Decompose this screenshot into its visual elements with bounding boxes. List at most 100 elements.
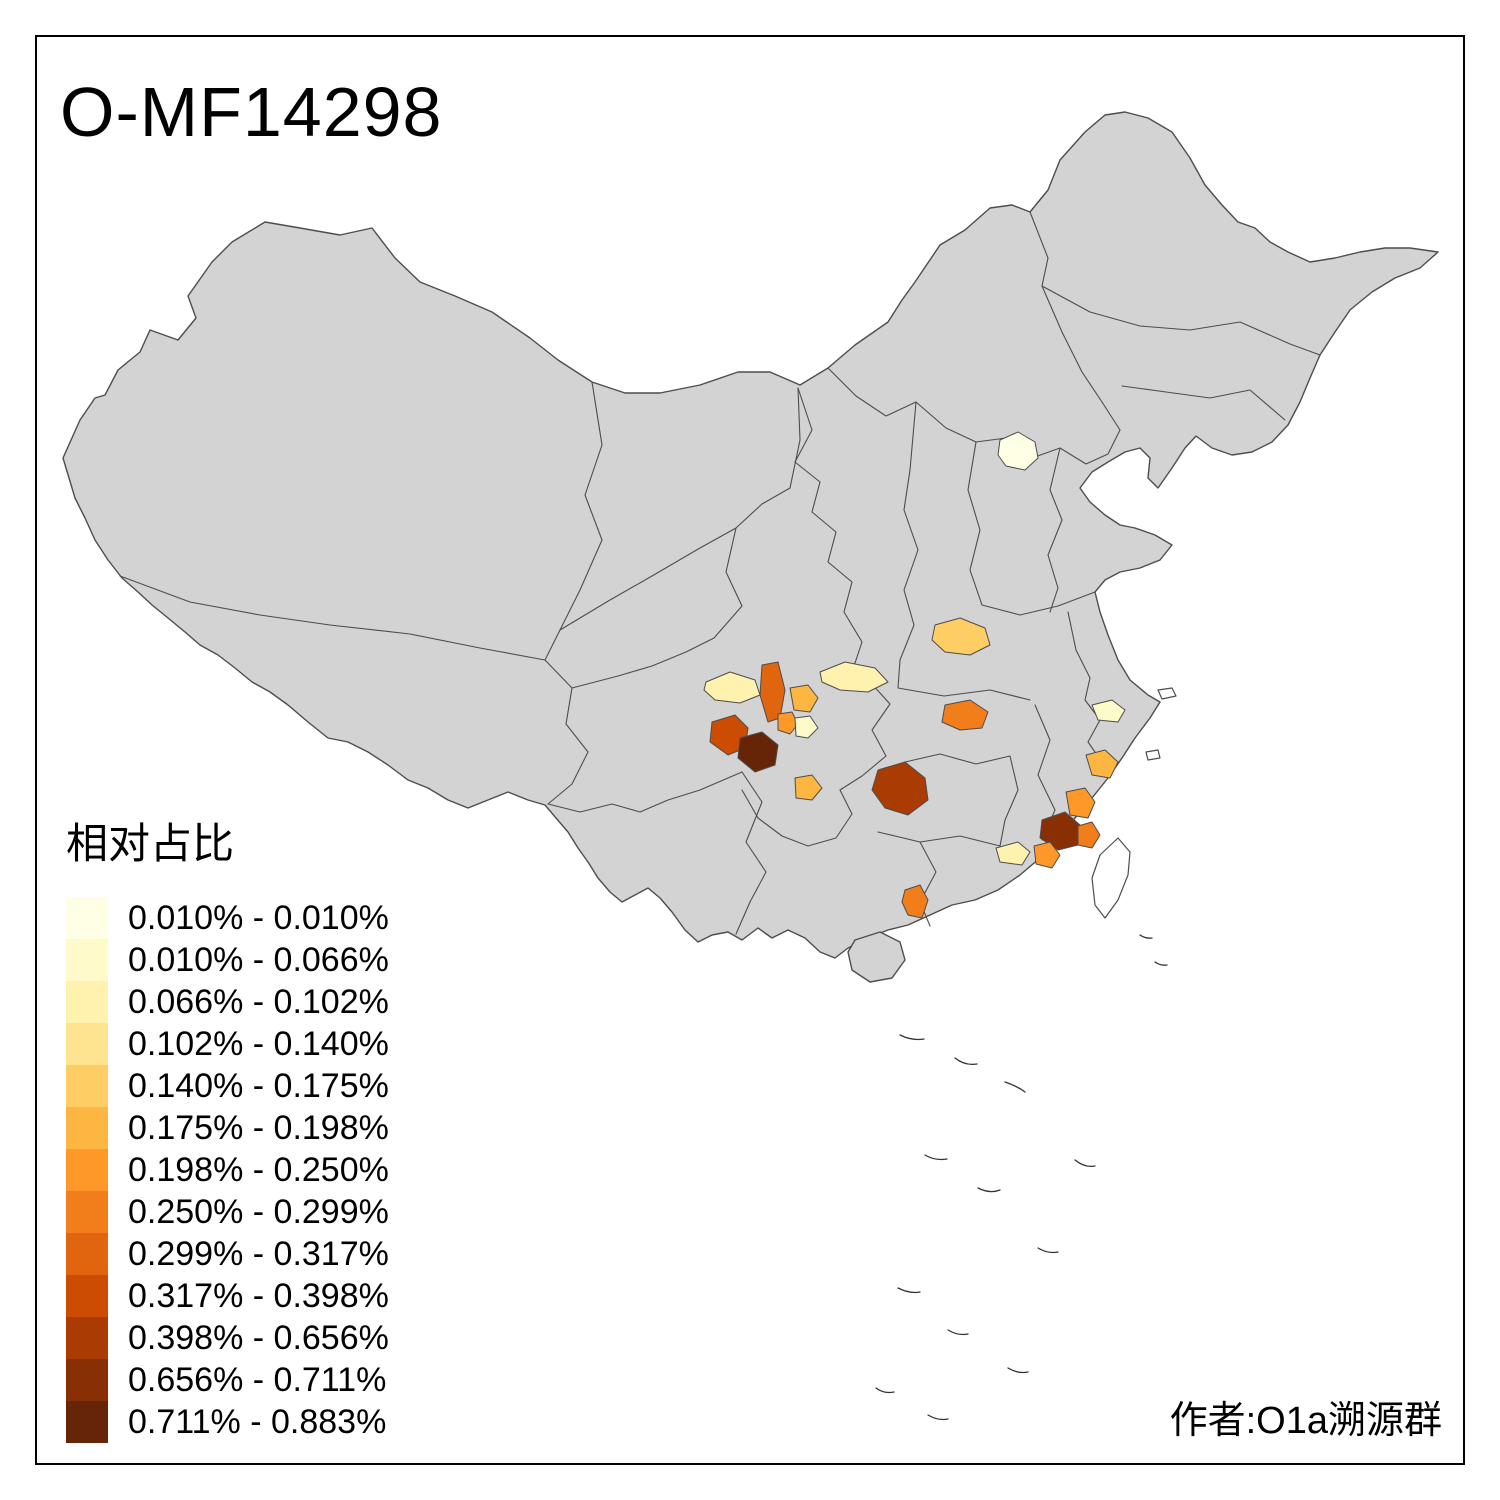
province-border bbox=[1029, 211, 1121, 431]
legend-label: 0.398% - 0.656% bbox=[128, 1318, 389, 1357]
legend-item: 0.010% - 0.010% bbox=[66, 897, 389, 939]
legend-swatch bbox=[66, 897, 108, 939]
island-outline bbox=[1004, 1081, 1026, 1093]
legend-item: 0.102% - 0.140% bbox=[66, 1023, 389, 1065]
legend-swatch bbox=[66, 1149, 108, 1191]
legend-label: 0.250% - 0.299% bbox=[128, 1192, 389, 1231]
map-region bbox=[995, 841, 1031, 866]
province-border bbox=[899, 401, 919, 661]
province-borders bbox=[119, 211, 1321, 935]
legend-label: 0.299% - 0.317% bbox=[128, 1234, 389, 1273]
island-outline bbox=[927, 1414, 949, 1421]
map-region bbox=[1091, 699, 1126, 723]
legend-swatch bbox=[66, 1401, 108, 1443]
choropleth-regions bbox=[703, 431, 1126, 919]
legend-swatch bbox=[66, 1023, 108, 1065]
province-border bbox=[1067, 611, 1103, 763]
legend: 相对占比 0.010% - 0.010% 0.010% - 0.066% 0.066… bbox=[66, 810, 389, 1443]
legend-item: 0.656% - 0.711% bbox=[66, 1359, 389, 1401]
map-region bbox=[941, 699, 989, 731]
legend-label: 0.656% - 0.711% bbox=[128, 1360, 387, 1399]
coastal-islet bbox=[1145, 749, 1161, 761]
island-outline bbox=[899, 1034, 925, 1041]
map-region bbox=[737, 731, 779, 773]
taiwan-island bbox=[1091, 837, 1131, 919]
map-region bbox=[931, 617, 991, 656]
legend-item: 0.398% - 0.656% bbox=[66, 1317, 389, 1359]
province-border bbox=[897, 659, 1031, 701]
legend-label: 0.066% - 0.102% bbox=[128, 982, 389, 1021]
island-outline bbox=[924, 1154, 948, 1161]
map-region bbox=[703, 671, 761, 704]
legend-swatch bbox=[66, 1065, 108, 1107]
province-border bbox=[544, 659, 589, 805]
legend-title: 相对占比 bbox=[66, 820, 235, 867]
map-region bbox=[1077, 821, 1101, 849]
island-outline bbox=[1154, 961, 1168, 966]
island-outline bbox=[875, 1387, 895, 1394]
legend-label: 0.102% - 0.140% bbox=[128, 1024, 389, 1063]
map-region bbox=[901, 884, 929, 919]
map-region bbox=[819, 661, 889, 693]
legend-label: 0.010% - 0.066% bbox=[128, 940, 389, 979]
legend-swatch bbox=[66, 939, 108, 981]
province-border bbox=[981, 591, 1096, 616]
map-region bbox=[871, 761, 929, 816]
legend-swatch bbox=[66, 1191, 108, 1233]
legend-label: 0.010% - 0.010% bbox=[128, 898, 389, 937]
map-region bbox=[997, 431, 1039, 471]
province-border bbox=[1041, 285, 1321, 356]
legend-item: 0.299% - 0.317% bbox=[66, 1233, 389, 1275]
map-region bbox=[1033, 841, 1061, 869]
province-border bbox=[839, 681, 891, 791]
legend-item: 0.250% - 0.299% bbox=[66, 1191, 389, 1233]
province-border bbox=[1121, 385, 1286, 421]
hainan-island bbox=[847, 931, 906, 983]
page-title: O-MF14298 bbox=[60, 73, 443, 151]
island-outline bbox=[1074, 1159, 1096, 1168]
south-china-sea-islands bbox=[875, 934, 1168, 1421]
province-border bbox=[999, 755, 1019, 847]
province-border bbox=[547, 771, 743, 813]
map-region bbox=[777, 711, 799, 735]
map-region bbox=[794, 774, 823, 801]
legend-label: 0.317% - 0.398% bbox=[128, 1276, 389, 1315]
map-region bbox=[1065, 787, 1096, 819]
legend-swatch bbox=[66, 1275, 108, 1317]
legend-label: 0.711% - 0.883% bbox=[128, 1402, 387, 1441]
province-border bbox=[794, 387, 871, 683]
legend-item: 0.711% - 0.883% bbox=[66, 1401, 389, 1443]
legend-items: 0.010% - 0.010% 0.010% - 0.066% 0.066% - 0… bbox=[66, 897, 389, 1443]
china-mainland bbox=[62, 111, 1439, 959]
coastal-islet bbox=[1157, 687, 1177, 700]
province-border bbox=[741, 789, 853, 847]
author-credit: 作者:O1a溯源群 bbox=[1169, 1400, 1442, 1442]
legend-label: 0.140% - 0.175% bbox=[128, 1066, 389, 1105]
province-border bbox=[735, 771, 767, 935]
island-outline bbox=[897, 1287, 921, 1294]
island-outline bbox=[954, 1057, 978, 1066]
legend-item: 0.198% - 0.250% bbox=[66, 1149, 389, 1191]
island-outline bbox=[947, 1329, 969, 1336]
province-border bbox=[827, 367, 1121, 465]
island-outline bbox=[1139, 934, 1153, 939]
province-border bbox=[571, 527, 743, 689]
legend-swatch bbox=[66, 1317, 108, 1359]
province-border bbox=[967, 441, 983, 606]
map-region bbox=[794, 715, 819, 739]
legend-item: 0.317% - 0.398% bbox=[66, 1275, 389, 1317]
province-border bbox=[877, 831, 1001, 847]
legend-swatch bbox=[66, 1233, 108, 1275]
legend-item: 0.010% - 0.066% bbox=[66, 939, 389, 981]
island-outline bbox=[1007, 1367, 1029, 1374]
island-outline bbox=[977, 1187, 1001, 1193]
province-border bbox=[919, 841, 937, 927]
legend-swatch bbox=[66, 1107, 108, 1149]
legend-label: 0.175% - 0.198% bbox=[128, 1108, 389, 1147]
province-border bbox=[904, 753, 1011, 765]
map-region bbox=[789, 684, 819, 713]
legend-label: 0.198% - 0.250% bbox=[128, 1150, 389, 1189]
province-border bbox=[1047, 447, 1063, 613]
